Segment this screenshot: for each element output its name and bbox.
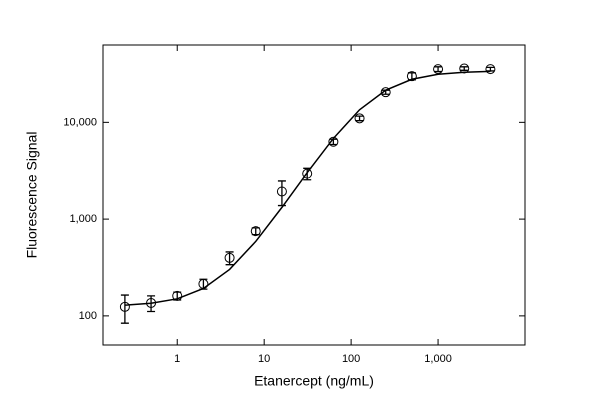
fit-curve xyxy=(124,70,491,306)
y-tick-label: 100 xyxy=(79,310,97,322)
y-tick-label: 1,000 xyxy=(69,213,97,225)
error-bar xyxy=(277,180,286,207)
error-bar xyxy=(120,294,129,324)
x-tick-label: 10 xyxy=(258,353,270,365)
error-bar xyxy=(225,251,234,266)
plot-frame xyxy=(102,44,526,346)
error-bar xyxy=(434,66,443,73)
x-tick-label: 1,000 xyxy=(424,353,452,365)
y-axis-title: Fluorescence Signal xyxy=(24,132,40,259)
error-bar xyxy=(460,66,469,71)
y-tick-label: 10,000 xyxy=(63,116,97,128)
error-bar xyxy=(355,115,364,122)
x-tick-label: 100 xyxy=(342,353,360,365)
error-bar xyxy=(251,227,260,236)
x-axis-title: Etanercept (ng/mL) xyxy=(254,373,374,389)
x-tick-label: 1 xyxy=(174,353,180,365)
